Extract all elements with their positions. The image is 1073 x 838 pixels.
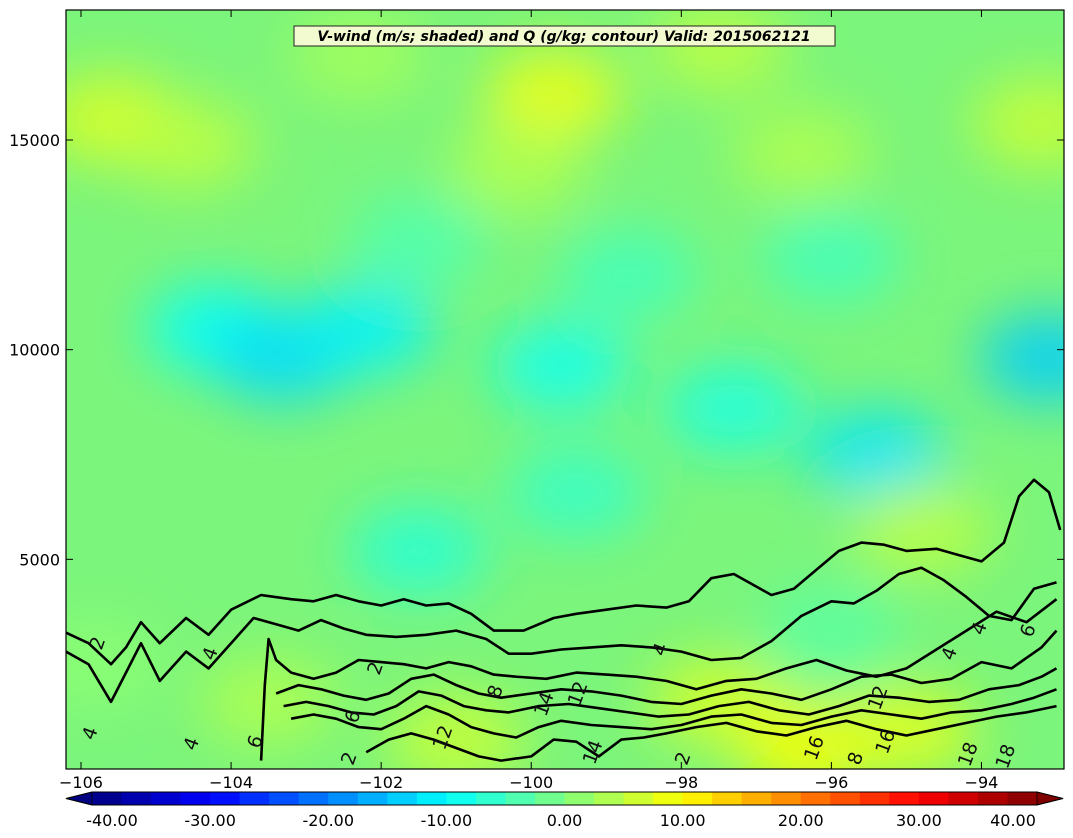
y-tick-label: 15000 — [9, 131, 60, 150]
colorbar-extend-high — [1036, 791, 1064, 806]
contour-line-6 — [259, 598, 1058, 761]
shaded-cell — [761, 585, 902, 676]
colorbar-segment — [830, 792, 861, 805]
colorbar-segment — [653, 792, 684, 805]
contour-line-14 — [365, 704, 1057, 762]
colorbar-segment — [889, 792, 920, 805]
colorbar-tick-label: -10.00 — [421, 811, 473, 830]
colorbar-segment — [180, 792, 211, 805]
colorbar-segment — [977, 792, 1008, 805]
shaded-cell — [851, 484, 992, 575]
colorbar-tick-label: 20.00 — [778, 811, 824, 830]
colorbar-segment — [594, 792, 625, 805]
x-tick-label: −100 — [509, 773, 553, 792]
colorbar-tick-label: -30.00 — [184, 811, 236, 830]
colorbar-segment — [416, 792, 447, 805]
colorbar-segment — [298, 792, 329, 805]
shaded-cell — [663, 363, 804, 454]
shaded-field — [66, 10, 1064, 769]
colorbar-segment — [1007, 792, 1038, 805]
x-tick-label: −98 — [664, 773, 698, 792]
colorbar-segment — [741, 792, 772, 805]
colorbar-segment — [239, 792, 270, 805]
colorbar-segment — [800, 792, 831, 805]
colorbar-tick-label: 0.00 — [547, 811, 583, 830]
shaded-cell — [296, 283, 437, 374]
shaded-cell — [66, 619, 166, 710]
colorbar-tick-label: 40.00 — [990, 811, 1036, 830]
colorbar-segment — [92, 792, 123, 805]
colorbar-segment — [623, 792, 654, 805]
colorbar-segment — [771, 792, 802, 805]
colorbar-segment — [859, 792, 890, 805]
shaded-cell — [483, 48, 624, 139]
x-tick-label: −106 — [59, 773, 103, 792]
x-tick-label: −96 — [815, 773, 849, 792]
y-tick-label: 10000 — [9, 341, 60, 360]
shaded-cell — [506, 447, 647, 538]
colorbar-segment — [357, 792, 388, 805]
colorbar-segment — [269, 792, 300, 805]
colorbar-segment — [475, 792, 506, 805]
colorbar-segment — [948, 792, 979, 805]
shaded-cell — [971, 78, 1064, 169]
colorbar-tick-label: -40.00 — [86, 811, 138, 830]
colorbar-tick-label: 30.00 — [896, 811, 942, 830]
colorbar-segment — [210, 792, 241, 805]
y-axis: 5000 10000 15000 — [9, 131, 1064, 569]
y-tick-label: 5000 — [19, 550, 60, 569]
colorbar-segment — [534, 792, 565, 805]
chart-title: V-wind (m/s; shaded) and Q (g/kg; contou… — [317, 29, 810, 45]
x-tick-label: −102 — [359, 773, 403, 792]
contour-line-8 — [275, 629, 1058, 706]
shaded-cell — [558, 229, 699, 320]
colorbar-segment — [446, 792, 477, 805]
shaded-cell — [198, 656, 339, 747]
colorbar-segment — [121, 792, 152, 805]
colorbar: -40.00 -30.00 -20.00 -10.00 0.00 10.00 20.00 30… — [65, 791, 1064, 830]
shaded-cell — [348, 505, 489, 596]
colorbar-extend-low — [65, 791, 93, 806]
shaded-cell — [386, 694, 527, 769]
x-tick-label: −94 — [965, 773, 999, 792]
plot-frame — [65, 9, 1065, 770]
shaded-cell — [806, 409, 947, 500]
colorbar-segment — [918, 792, 949, 805]
contour-line-12 — [290, 688, 1057, 739]
x-axis: −106 −104 −102 −100 −98 −96 −94 — [59, 10, 998, 792]
shaded-cell — [836, 686, 977, 769]
shaded-cell — [648, 10, 789, 93]
shaded-cell — [116, 99, 257, 190]
colorbar-segment — [328, 792, 359, 805]
moisture-contours — [66, 478, 1062, 762]
contour-line-10 — [283, 667, 1058, 718]
shaded-cell — [979, 313, 1064, 404]
shaded-cell — [348, 195, 489, 286]
x-tick-label: −104 — [209, 773, 253, 792]
colorbar-segment — [387, 792, 418, 805]
title-box: V-wind (m/s; shaded) and Q (g/kg; contou… — [293, 25, 836, 47]
shaded-cell — [288, 11, 429, 102]
shaded-cell — [446, 124, 587, 215]
colorbar-segment — [712, 792, 743, 805]
shaded-cell — [731, 107, 872, 198]
colorbar-segment — [151, 792, 182, 805]
colorbar-segment — [682, 792, 713, 805]
colorbar-tick-label: 10.00 — [660, 811, 706, 830]
shaded-cell — [761, 212, 902, 303]
contour-line-2 — [66, 478, 1062, 666]
shaded-cell — [491, 321, 632, 412]
contour-line-4 — [66, 566, 1057, 704]
colorbar-outline — [65, 791, 1064, 806]
colorbar-tick-label: -20.00 — [302, 811, 354, 830]
colorbar-segment — [505, 792, 536, 805]
colorbar-segment — [564, 792, 595, 805]
